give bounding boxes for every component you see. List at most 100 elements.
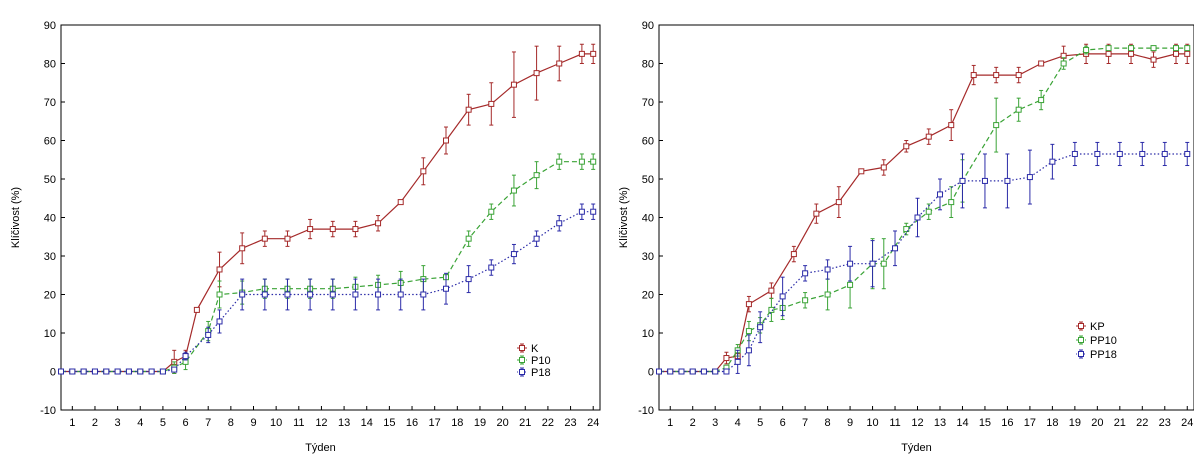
x-tick-label: 16 — [1001, 417, 1013, 429]
y-tick-label: 70 — [44, 97, 56, 109]
data-point — [465, 276, 472, 283]
series-k — [58, 43, 597, 375]
legend-item: P10 — [517, 355, 551, 367]
x-tick-label: 20 — [496, 417, 508, 429]
data-point — [578, 208, 585, 215]
data-point — [397, 199, 404, 206]
data-point — [1038, 97, 1045, 104]
legend-marker — [519, 369, 525, 375]
data-point — [1150, 56, 1157, 63]
legend-marker — [1078, 323, 1084, 329]
legend-label: P10 — [531, 355, 551, 367]
data-point — [1184, 150, 1191, 157]
legend-label: P18 — [531, 367, 551, 379]
x-tick-label: 24 — [587, 417, 599, 429]
data-point — [216, 291, 223, 298]
x-tick-label: 11 — [889, 417, 900, 429]
data-point — [590, 158, 597, 165]
data-point — [1184, 50, 1191, 57]
y-tick-label: 40 — [44, 213, 56, 225]
data-point — [1060, 60, 1067, 67]
data-point — [1173, 45, 1180, 52]
data-point — [103, 368, 110, 375]
series-pp18 — [656, 141, 1191, 375]
y-tick-label: 80 — [44, 59, 56, 71]
data-point — [1105, 45, 1112, 52]
data-point — [925, 133, 932, 140]
data-point — [813, 210, 820, 217]
x-tick-label: 1 — [69, 417, 75, 429]
y-tick-label: 0 — [648, 367, 654, 379]
data-point — [488, 264, 495, 271]
data-point — [948, 122, 955, 129]
data-point — [533, 235, 540, 242]
series-p18 — [58, 203, 597, 375]
data-point — [667, 368, 674, 375]
x-tick-label: 6 — [182, 417, 188, 429]
y-tick-label: 80 — [642, 59, 654, 71]
x-tick-label: 7 — [802, 417, 808, 429]
y-tick-label: 30 — [44, 251, 56, 263]
y-axis-title: Klíčivost (%) — [10, 187, 22, 248]
data-point — [1128, 50, 1135, 57]
data-point — [443, 137, 449, 144]
x-tick-label: 13 — [338, 417, 350, 429]
data-point — [590, 208, 597, 215]
data-point — [745, 347, 752, 354]
y-tick-label: 90 — [642, 20, 654, 32]
data-point — [1150, 45, 1157, 52]
x-tick-label: 17 — [429, 417, 441, 429]
y-tick-label: 70 — [642, 97, 654, 109]
data-point — [835, 199, 842, 206]
data-point — [1105, 50, 1112, 57]
data-point — [880, 164, 887, 171]
data-point — [352, 291, 359, 298]
x-tick-label: 18 — [1046, 417, 1058, 429]
data-point — [869, 260, 876, 267]
x-tick-label: 10 — [270, 417, 282, 429]
data-point — [745, 328, 752, 335]
data-point — [329, 226, 336, 233]
data-point — [114, 368, 121, 375]
x-tick-label: 21 — [1114, 417, 1126, 429]
x-tick-label: 10 — [866, 417, 878, 429]
legend-item: PP18 — [1076, 349, 1117, 361]
data-point — [488, 208, 495, 215]
data-point — [1184, 45, 1191, 52]
data-point — [352, 226, 359, 233]
legend-label: PP10 — [1090, 335, 1117, 347]
x-tick-label: 5 — [160, 417, 166, 429]
data-point — [1173, 50, 1180, 57]
x-tick-label: 22 — [1136, 417, 1148, 429]
data-point — [420, 168, 427, 175]
x-tick-label: 13 — [934, 417, 946, 429]
x-tick-label: 22 — [542, 417, 554, 429]
x-axis-title: Týden — [305, 442, 336, 454]
x-tick-label: 23 — [564, 417, 576, 429]
x-tick-label: 1 — [667, 417, 673, 429]
y-tick-label: 10 — [642, 328, 654, 340]
legend-item: KP — [1076, 321, 1105, 333]
data-point — [216, 318, 223, 325]
data-point — [510, 187, 517, 194]
data-point — [1038, 60, 1045, 67]
x-tick-label: 18 — [451, 417, 463, 429]
data-point — [936, 191, 943, 198]
y-tick-label: 10 — [44, 328, 56, 340]
y-axis-title: Klíčivost (%) — [618, 187, 630, 248]
x-tick-label: 11 — [293, 417, 304, 429]
data-point — [91, 368, 98, 375]
legend-item: PP10 — [1076, 335, 1117, 347]
data-point — [239, 291, 246, 298]
y-tick-label: 20 — [642, 290, 654, 302]
x-tick-label: 8 — [228, 417, 234, 429]
data-point — [216, 266, 223, 273]
legend-item: K — [517, 343, 539, 355]
data-point — [1015, 72, 1022, 79]
data-point — [205, 331, 212, 338]
data-point — [678, 368, 685, 375]
legend-label: K — [531, 343, 539, 355]
data-point — [779, 293, 786, 300]
y-tick-label: 60 — [44, 136, 56, 148]
